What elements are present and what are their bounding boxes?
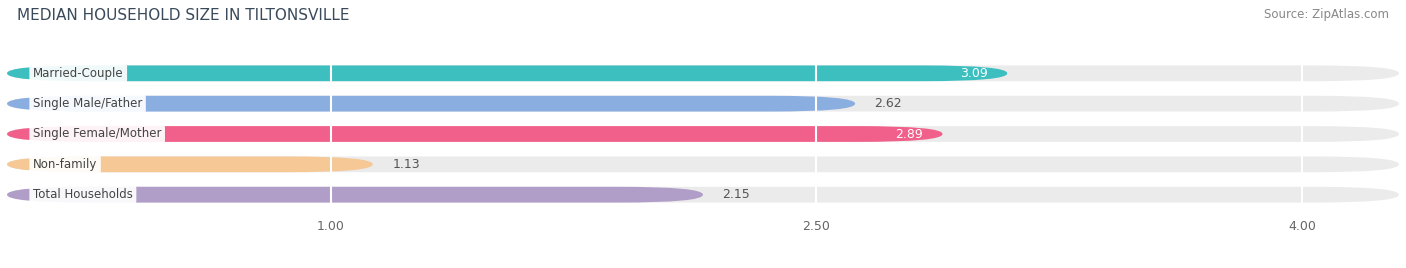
FancyBboxPatch shape — [7, 65, 1399, 81]
FancyBboxPatch shape — [7, 157, 373, 172]
Text: Single Male/Father: Single Male/Father — [32, 97, 142, 110]
Text: 2.62: 2.62 — [875, 97, 903, 110]
FancyBboxPatch shape — [7, 65, 1007, 81]
FancyBboxPatch shape — [7, 126, 1399, 142]
FancyBboxPatch shape — [7, 187, 703, 203]
FancyBboxPatch shape — [7, 126, 942, 142]
Text: 1.13: 1.13 — [392, 158, 420, 171]
Text: MEDIAN HOUSEHOLD SIZE IN TILTONSVILLE: MEDIAN HOUSEHOLD SIZE IN TILTONSVILLE — [17, 8, 349, 23]
Text: Married-Couple: Married-Couple — [32, 67, 124, 80]
Text: Non-family: Non-family — [32, 158, 97, 171]
FancyBboxPatch shape — [7, 187, 1399, 203]
Text: Source: ZipAtlas.com: Source: ZipAtlas.com — [1264, 8, 1389, 21]
FancyBboxPatch shape — [7, 157, 1399, 172]
Text: 2.89: 2.89 — [896, 128, 924, 140]
Text: 3.09: 3.09 — [960, 67, 988, 80]
Text: Single Female/Mother: Single Female/Mother — [32, 128, 162, 140]
FancyBboxPatch shape — [7, 96, 855, 111]
Text: 2.15: 2.15 — [723, 188, 751, 201]
FancyBboxPatch shape — [7, 96, 1399, 111]
Text: Total Households: Total Households — [32, 188, 132, 201]
